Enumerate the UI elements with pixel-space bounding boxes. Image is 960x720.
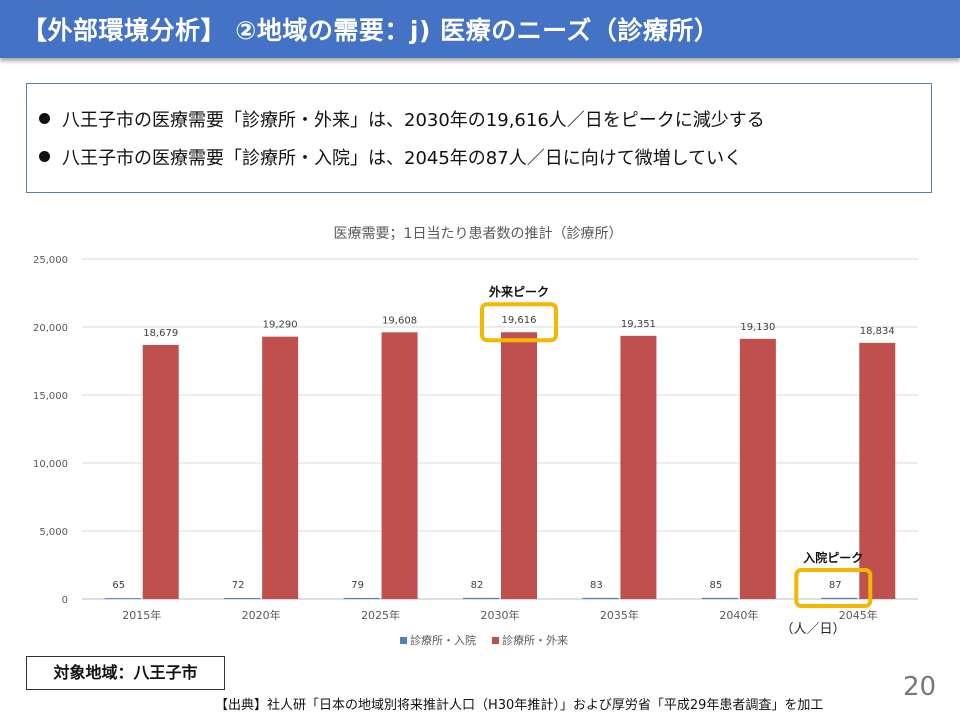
bar-outpatient: [739, 338, 776, 599]
data-label-outpatient: 19,351: [621, 319, 656, 330]
x-tick-label: 2040年: [719, 608, 758, 622]
bar-inpatient: [104, 598, 141, 599]
bullet-icon: [39, 113, 50, 124]
annotation-label: 外来ピーク: [489, 284, 549, 299]
data-label-outpatient: 19,608: [382, 315, 417, 326]
chart-bars: [104, 332, 896, 599]
y-axis-ticks: 0 5,000 10,000 15,000 20,000 25,000: [33, 255, 68, 606]
x-tick-label: 2015年: [122, 608, 161, 622]
annotation-label: 入院ピーク: [803, 550, 863, 565]
title-bar: 【外部環境分析】 ②地域の需要：j) 医療のニーズ（診療所）: [0, 0, 960, 58]
y-tick-label: 25,000: [33, 255, 68, 266]
data-label-inpatient: 82: [471, 580, 484, 591]
y-tick-label: 20,000: [33, 323, 68, 334]
bullet-icon: [39, 151, 50, 162]
y-tick-label: 0: [62, 595, 68, 606]
data-label-outpatient: 19,616: [502, 315, 537, 326]
bar-inpatient: [582, 597, 619, 599]
legend-label: 診療所・外来: [502, 633, 568, 647]
chart-legend: 診療所・入院 診療所・外来: [400, 633, 568, 647]
x-tick-label: 2035年: [600, 608, 639, 622]
bar-outpatient: [262, 336, 299, 599]
bar-inpatient: [821, 597, 858, 599]
region-label: 対象地域：八王子市: [26, 656, 225, 690]
bar-inpatient: [463, 597, 499, 599]
data-label-outpatient: 18,834: [860, 326, 895, 337]
data-label-inpatient: 72: [232, 580, 245, 591]
highlight-box: [480, 302, 558, 343]
slide-title: 【外部環境分析】 ②地域の需要：j) 医療のニーズ（診療所）: [22, 16, 720, 45]
bar-outpatient: [142, 344, 179, 599]
data-label-inpatient: 83: [590, 580, 603, 591]
x-tick-label: 2030年: [481, 608, 520, 622]
bar-outpatient: [501, 332, 537, 599]
summary-item-inpatient: 八王子市の医療需要「診療所・入院」は、2045年の87人／日に向けて微増していく: [39, 144, 742, 170]
data-label-outpatient: 19,130: [740, 322, 775, 333]
x-tick-label: 2020年: [242, 608, 281, 622]
legend-swatch: [492, 637, 499, 644]
x-tick-label: 2045年: [839, 608, 878, 622]
chart-title: 医療需要；1日当たり患者数の推計（診療所）: [334, 225, 623, 242]
page-number: 20: [903, 672, 937, 702]
legend-label: 診療所・入院: [410, 633, 476, 647]
chart-data-labels: 65 18,679 72 19,290 79 19,608 82 19,616 83 19,351…: [112, 315, 894, 591]
bar-outpatient: [859, 342, 896, 599]
unit-label: （人／日）: [780, 622, 845, 637]
summary-text-inpatient: 八王子市の医療需要「診療所・入院」は、2045年の87人／日に向けて微増していく: [62, 148, 743, 169]
bar-inpatient: [224, 598, 261, 599]
x-tick-label: 2025年: [361, 608, 400, 622]
bar-inpatient: [343, 597, 380, 599]
legend-swatch: [400, 637, 407, 644]
bar-inpatient: [701, 597, 738, 599]
data-label-outpatient: 18,679: [143, 328, 178, 339]
y-tick-label: 5,000: [39, 527, 68, 538]
data-label-inpatient: 87: [829, 580, 842, 591]
y-tick-label: 10,000: [33, 459, 68, 470]
data-label-inpatient: 79: [351, 580, 364, 591]
summary-item-outpatient: 八王子市の医療需要「診療所・外来」は、2030年の19,616人／日をピークに減…: [39, 106, 765, 132]
summary-text-outpatient: 八王子市の医療需要「診療所・外来」は、2030年の19,616人／日をピークに減…: [62, 110, 765, 131]
y-tick-label: 15,000: [33, 391, 68, 402]
summary-box: 八王子市の医療需要「診療所・外来」は、2030年の19,616人／日をピークに減…: [26, 83, 932, 193]
source-note: 【出典】社人研「日本の地域別将来推計人口（H30年推計）」および厚労省「平成29…: [215, 698, 824, 713]
data-label-outpatient: 19,290: [263, 320, 298, 331]
chart-gridlines: [82, 258, 918, 600]
x-axis-ticks: 2015年 2020年 2025年 2030年 2035年 2040年 2045年: [122, 608, 878, 622]
highlight-box: [794, 568, 873, 608]
bar-outpatient: [381, 332, 418, 599]
bar-outpatient: [620, 335, 657, 599]
data-label-inpatient: 65: [112, 580, 125, 591]
data-label-inpatient: 85: [709, 580, 722, 591]
